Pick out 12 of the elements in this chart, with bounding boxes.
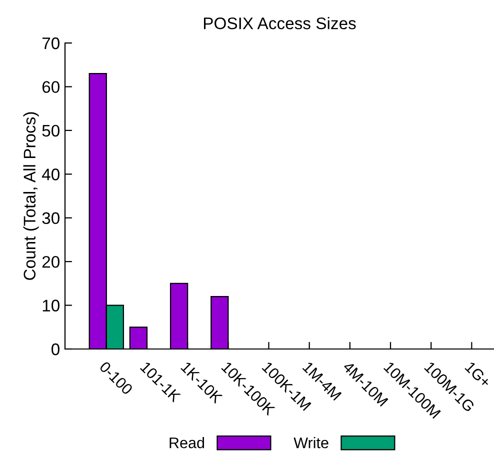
y-tick-label: 60 (42, 81, 60, 93)
y-tick-label: 20 (42, 256, 60, 268)
y-tick-label: 40 (42, 168, 60, 180)
y-tick-label: 50 (42, 124, 60, 137)
y-tick-label: 70 (42, 37, 60, 50)
y-tick-label: 10 (42, 300, 60, 312)
y-tick-label: 0 (52, 343, 60, 356)
y-tick-label: 30 (42, 212, 60, 224)
chart-title: POSIX Access Sizes (204, 17, 356, 30)
legend-label: Write (294, 437, 328, 448)
legend-label: Read (170, 437, 204, 448)
y-axis-title: Count (Total, All Procs) (23, 112, 39, 280)
